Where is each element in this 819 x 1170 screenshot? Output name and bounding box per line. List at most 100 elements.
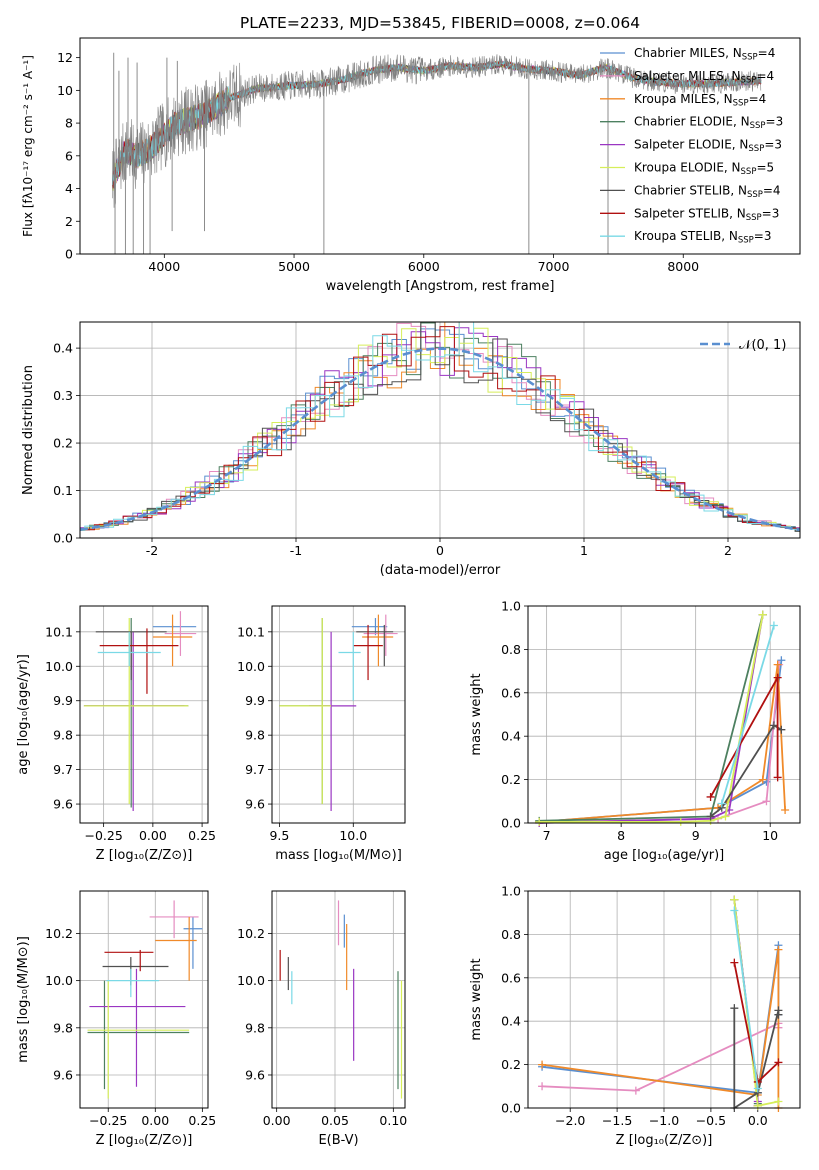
tick-label-x: −1.5	[602, 1113, 632, 1128]
tick-label-y: 0.0	[501, 816, 521, 831]
weight-marker-kroupa_elodie	[774, 1097, 783, 1106]
legend-eq: =4	[756, 69, 774, 83]
tick-label-x: 7	[543, 828, 551, 843]
legend-sub: SSP	[741, 167, 757, 177]
errorbar-plot	[279, 614, 398, 811]
legend-eq: =4	[749, 92, 767, 106]
axis-label-y: mass weight	[469, 673, 484, 755]
legend-entry-salpeter_stelib: Salpeter STELIB, NSSP=3	[634, 206, 779, 223]
axis-label-x: mass [log₁₀(M/M⊙)]	[275, 848, 402, 863]
legend-sub: SSP	[750, 121, 766, 131]
tick-label-x: 0.05	[321, 1113, 349, 1128]
tick-label-y: 0.4	[501, 729, 521, 744]
tick-label-y: 0.2	[501, 772, 521, 787]
weight-marker-chabrier_stelib	[769, 721, 778, 730]
axis-label-x: wavelength [Angstrom, rest frame]	[326, 279, 555, 294]
tick-label-x: 2	[724, 543, 732, 558]
axes-frame	[79, 890, 209, 1109]
legend-eq: =3	[754, 229, 772, 243]
weight-marker-kroupa_elodie	[721, 812, 730, 821]
axis-label-y: age [log₁₀(age/yr)]	[16, 654, 31, 775]
tick-label-y: 9.8	[53, 728, 73, 743]
tick-label-y: 9.6	[53, 1067, 73, 1082]
legend-sub: SSP	[747, 190, 763, 200]
tick-label-y: 9.9	[53, 693, 73, 708]
weight-line-kroupa_elodie	[539, 614, 764, 823]
legend-sub: SSP	[742, 53, 758, 63]
weight-marker-kroupa_elodie	[676, 817, 685, 826]
legend-sub: SSP	[748, 144, 764, 154]
tick-label-y: 9.7	[53, 762, 73, 777]
tick-label-y: 10	[57, 83, 73, 98]
tick-label-y: 9.6	[245, 797, 265, 812]
tick-label-x: 8000	[667, 259, 699, 274]
tick-label-x: 9	[692, 828, 700, 843]
weight-line-salpeter_elodie	[539, 614, 764, 824]
errorbar-plot	[279, 900, 403, 1099]
weight-marker-kroupa_elodie	[730, 895, 739, 904]
tick-label-y: 8	[65, 116, 73, 131]
tick-label-x: -2	[146, 543, 158, 558]
weight-line-kroupa_miles	[541, 949, 780, 1108]
tick-label-x: 1	[580, 543, 588, 558]
tick-label-y: 0.3	[53, 388, 73, 403]
tick-label-x: −0.5	[696, 1113, 726, 1128]
observed-spectrum	[112, 54, 762, 208]
axis-label-x: age [log₁₀(age/yr)]	[604, 848, 725, 863]
tick-label-y: 0.6	[501, 685, 521, 700]
weight-marker-salpeter_miles	[538, 1082, 547, 1091]
legend-sub: SSP	[738, 236, 754, 246]
tick-label-x: −0.25	[84, 828, 122, 843]
weight-marker-chabrier_stelib	[706, 812, 715, 821]
tick-label-y: 0.2	[53, 436, 73, 451]
tick-label-y: 9.7	[245, 762, 265, 777]
weight-marker-chabrier_stelib	[777, 725, 786, 734]
tick-label-x: −1.0	[649, 1113, 679, 1128]
tick-label-y: 9.6	[245, 1067, 265, 1082]
tick-label-x: 6000	[408, 259, 440, 274]
legend-entry-kroupa_miles: Kroupa MILES, NSSP=4	[634, 92, 766, 109]
weight-marker-salpeter_stelib	[774, 1058, 783, 1067]
legend-sub: SSP	[733, 98, 749, 108]
weight-line-kroupa_stelib	[733, 910, 759, 1089]
legend-entry-chabrier_stelib: Chabrier STELIB, NSSP=4	[634, 183, 781, 200]
panel-spectrum: 4000 5000 6000 7000 8000 0 2 4 6 8 10 12 wavelength …	[21, 37, 801, 294]
weight-plot	[535, 610, 790, 827]
panel-residuals: -2 -1 0 1 2 0.0 0.1 0.2 0.3 0.4 (data-model)/error…	[21, 321, 801, 578]
weight-marker-kroupa_miles	[758, 775, 767, 784]
tick-label-y: 10.0	[45, 659, 73, 674]
tick-label-x: −2.0	[555, 1113, 585, 1128]
tick-label-x: 10.0	[339, 828, 367, 843]
weight-plot	[538, 895, 783, 1112]
gaussian-curve	[80, 347, 800, 531]
axis-label-x: Z [log₁₀(Z/Z⊙)]	[96, 1133, 193, 1148]
tick-label-x: 0.10	[379, 1113, 407, 1128]
tick-label-x: 9.5	[269, 828, 289, 843]
tick-label-y: 6	[65, 148, 73, 163]
tick-label-x: 4000	[148, 259, 180, 274]
tick-label-y: 0.4	[501, 1014, 521, 1029]
axis-label-x: E(B-V)	[318, 1133, 358, 1148]
tick-label-y: 1.0	[501, 599, 521, 614]
tick-label-y: 10.0	[237, 973, 265, 988]
weight-marker-chabrier_stelib	[730, 1004, 739, 1013]
tick-label-y: 10.0	[237, 659, 265, 674]
axis-label-y: mass [log₁₀(M/M⊙)]	[16, 936, 31, 1063]
axis-label-x: Z [log₁₀(Z/Z⊙)]	[616, 1133, 713, 1148]
axis-label-y: Normed distribution	[21, 365, 36, 495]
tick-label-y: 9.9	[245, 693, 265, 708]
tick-label-y: 0	[65, 247, 73, 262]
weight-marker-kroupa_stelib	[730, 906, 739, 915]
axes-frame	[79, 321, 801, 539]
tick-label-x: 0.00	[139, 828, 167, 843]
panel-weight-vs-age: 7 8 9 10 0.0 0.2 0.4 0.6 0.8 1.0 age [log₁₀(age/yr…	[469, 599, 801, 863]
axes-frame	[271, 890, 406, 1109]
tick-label-y: 0.4	[53, 341, 73, 356]
weight-marker-kroupa_miles	[773, 660, 782, 669]
weight-marker-kroupa_stelib	[717, 799, 726, 808]
legend-entry-chabrier_elodie: Chabrier ELODIE, NSSP=3	[634, 115, 783, 132]
axes-frame	[527, 605, 801, 824]
legend-entry-gaussian: 𝒩(0, 1)	[739, 338, 786, 353]
legend-entry-salpeter_elodie: Salpeter ELODIE, NSSP=3	[634, 138, 782, 155]
weight-marker-kroupa_elodie	[758, 610, 767, 619]
